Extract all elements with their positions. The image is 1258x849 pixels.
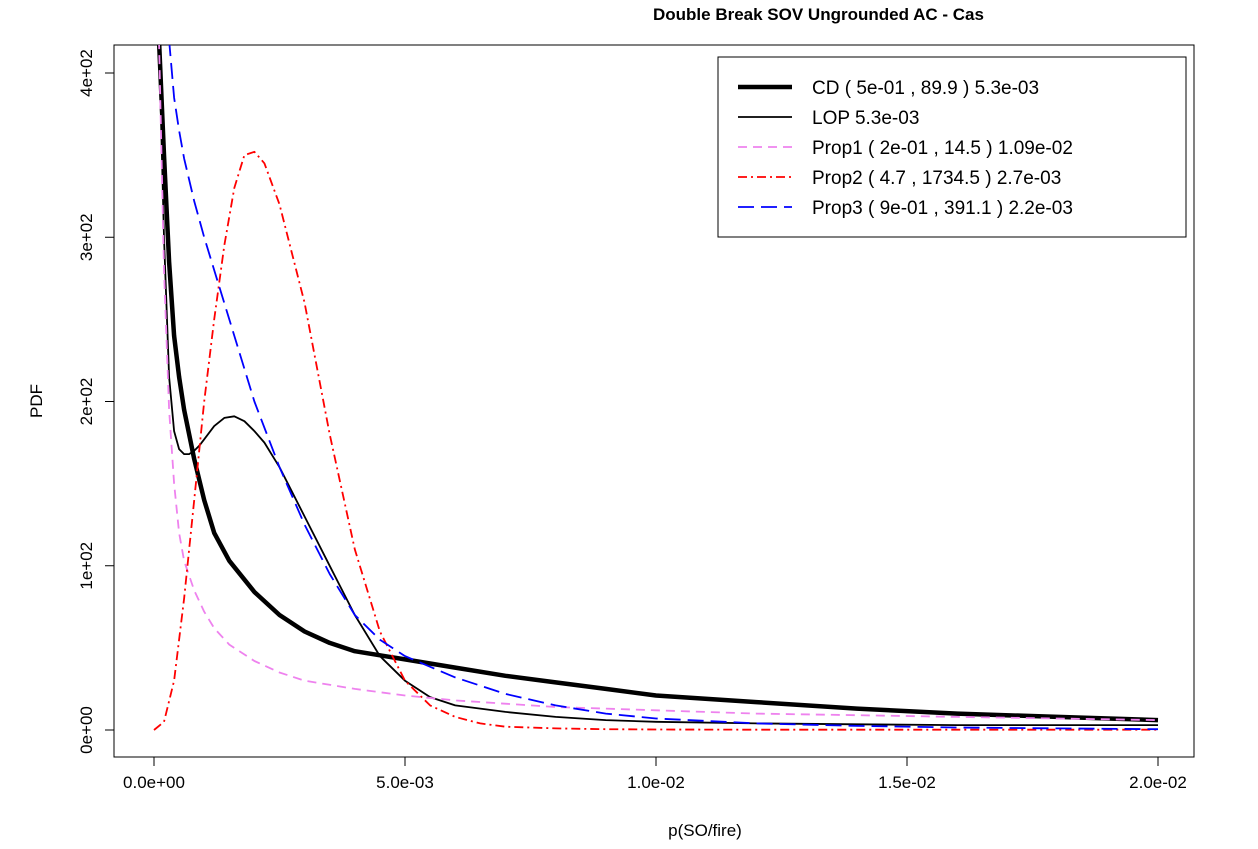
x-axis: 0.0e+00 5.0e-03 1.0e-02 1.5e-02 2.0e-02 bbox=[123, 756, 1187, 792]
y-tick-label: 1e+02 bbox=[77, 542, 96, 590]
chart-title: Double Break SOV Ungrounded AC - Cas bbox=[653, 5, 984, 24]
x-tick-label: 1.5e-02 bbox=[878, 773, 936, 792]
legend-entries: CD ( 5e-01 , 89.9 ) 5.3e-03 LOP 5.3e-03 Pr… bbox=[738, 78, 1073, 219]
legend-box bbox=[717, 56, 1187, 238]
y-tick-label: 3e+02 bbox=[77, 213, 96, 261]
x-tick-label: 0.0e+00 bbox=[123, 773, 185, 792]
legend-label-4: Prop2 ( 4.7 , 1734.5 ) 2.7e-03 bbox=[812, 168, 1061, 189]
y-tick-label: 0e+00 bbox=[77, 706, 96, 754]
y-axis-label: PDF bbox=[27, 384, 46, 418]
x-tick-label: 5.0e-03 bbox=[376, 773, 434, 792]
series-line-3 bbox=[158, 45, 1159, 721]
legend-label-5: Prop3 ( 9e-01 , 391.1 ) 2.2e-03 bbox=[812, 198, 1073, 219]
series-line-1 bbox=[156, 45, 1159, 723]
legend-label-2: LOP 5.3e-03 bbox=[812, 108, 919, 129]
series-layer bbox=[153, 45, 1159, 731]
legend-label-1: CD ( 5e-01 , 89.9 ) 5.3e-03 bbox=[812, 78, 1039, 99]
legend-label-3: Prop1 ( 2e-01 , 14.5 ) 1.09e-02 bbox=[812, 138, 1073, 159]
y-tick-label: 2e+02 bbox=[77, 378, 96, 426]
series-line-5 bbox=[168, 45, 1159, 731]
y-tick-label: 4e+02 bbox=[77, 49, 96, 97]
x-tick-label: 2.0e-02 bbox=[1129, 773, 1187, 792]
y-axis: 0e+00 1e+02 2e+02 3e+02 4e+02 bbox=[77, 49, 115, 754]
x-tick-label: 1.0e-02 bbox=[627, 773, 685, 792]
x-axis-label: p(SO/fire) bbox=[668, 821, 742, 840]
legend: CD ( 5e-01 , 89.9 ) 5.3e-03 LOP 5.3e-03 Pr… bbox=[717, 56, 1187, 238]
series-line-4 bbox=[153, 150, 1158, 731]
